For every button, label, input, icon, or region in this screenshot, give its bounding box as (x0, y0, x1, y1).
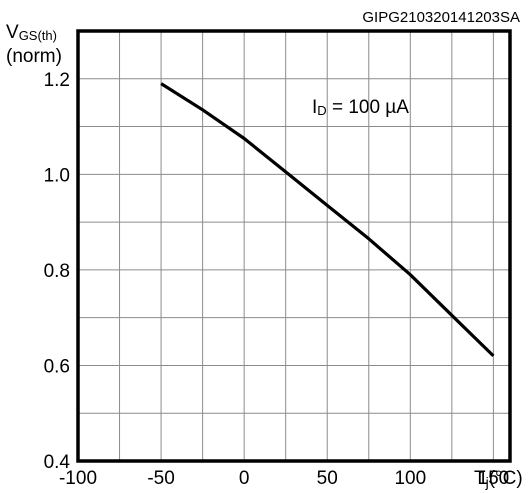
figure-code: GIPG210320141203SA (362, 9, 520, 26)
y-axis-unit: (norm) (6, 46, 62, 67)
x-axis-label-main: T (474, 468, 486, 489)
y-axis-label-main: V (6, 22, 19, 43)
x-tick-label: 100 (394, 468, 426, 489)
y-tick-label: 0.6 (44, 356, 70, 377)
x-tick-label: 0 (239, 468, 250, 489)
annotation-main: I (312, 97, 317, 118)
annotation-sub: D (317, 103, 326, 118)
series-line-1 (160, 82, 495, 358)
y-axis-label: VGS(th) (6, 22, 57, 43)
x-tick-labels: -100 -50 0 50 100 150 (59, 468, 509, 489)
grid (78, 31, 510, 461)
x-tick-label: -100 (59, 468, 97, 489)
y-tick-label: 1.2 (44, 70, 70, 91)
annotation: ID = 100 µA (312, 97, 409, 118)
series-layer (160, 82, 495, 358)
y-axis-label-sub: GS(th) (19, 28, 57, 43)
y-tick-labels: 0.4 0.6 0.8 1.0 1.2 (44, 70, 71, 473)
y-tick-label: 1.0 (44, 165, 70, 186)
plot-frame (76, 29, 512, 463)
y-tick-label: 0.8 (44, 261, 70, 282)
annotation-rest: = 100 µA (327, 97, 410, 118)
x-tick-label: -50 (147, 468, 174, 489)
x-tick-label: 50 (317, 468, 338, 489)
x-axis-label: Tj(°C) (474, 468, 523, 490)
x-axis-label-sub: j (485, 474, 489, 490)
y-tick-label: 0.4 (44, 452, 71, 473)
x-tick-label: 150 (478, 468, 510, 489)
x-axis-label-unit: (°C) (489, 468, 523, 489)
